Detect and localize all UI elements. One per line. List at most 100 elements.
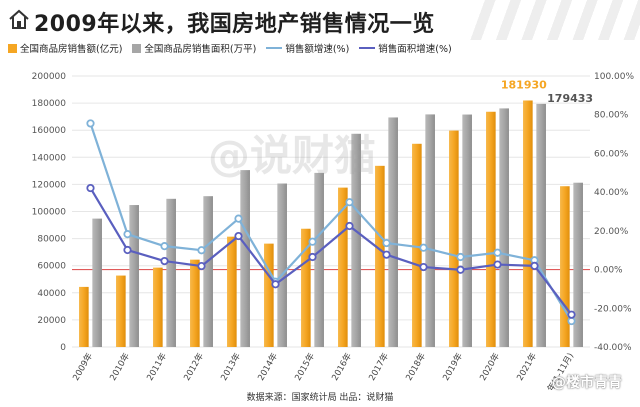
area-growth-point bbox=[382, 250, 391, 259]
category-label: 2012年 bbox=[182, 351, 207, 383]
legend-swatch-area-growth bbox=[359, 47, 376, 49]
area-growth-point bbox=[271, 280, 280, 289]
legend-label-area: 全国商品房销售面积(万平) bbox=[144, 44, 257, 55]
sales-growth-point bbox=[234, 214, 243, 223]
bar-area bbox=[388, 117, 398, 347]
bar-sales bbox=[190, 259, 200, 347]
bar-sales bbox=[153, 267, 163, 347]
sales-growth-point bbox=[493, 248, 502, 257]
bar-area bbox=[92, 218, 102, 347]
legend-label-sales-growth: 销售额增速(%) bbox=[285, 44, 350, 55]
sales-growth-point bbox=[197, 246, 206, 255]
right-tick-label: 20.00% bbox=[594, 227, 629, 237]
area-growth-point bbox=[419, 262, 428, 272]
title-bar: 2009年以来，我国房地产销售情况一览 bbox=[0, 0, 640, 40]
decorative-stripes bbox=[470, 0, 640, 40]
category-label: 2015年 bbox=[293, 351, 318, 383]
sales-growth-point bbox=[567, 316, 576, 326]
sales-growth-point bbox=[345, 198, 354, 207]
right-tick-label: 80.00% bbox=[594, 111, 629, 121]
bar-area bbox=[351, 133, 361, 347]
left-tick-label: 180000 bbox=[32, 99, 67, 109]
area-growth-point bbox=[345, 221, 354, 231]
right-tick-label: 0.00% bbox=[594, 266, 623, 276]
bar-sales bbox=[264, 243, 274, 347]
right-tick-label: -20.00% bbox=[594, 304, 632, 314]
sales-growth-point bbox=[123, 230, 132, 239]
legend-item-area: 全国商品房销售面积(万平) bbox=[132, 41, 256, 55]
bar-area bbox=[240, 170, 250, 347]
area-growth-line bbox=[89, 187, 573, 316]
area-growth-point bbox=[86, 183, 95, 193]
area-growth-point bbox=[456, 265, 465, 274]
right-tick-label: -40.00% bbox=[594, 343, 632, 353]
bar-sales bbox=[412, 143, 422, 347]
credit-watermark: @楼市青青 bbox=[552, 375, 622, 391]
sales-growth-line bbox=[89, 123, 573, 322]
bar-area bbox=[314, 172, 324, 347]
bar-sales bbox=[227, 236, 237, 347]
sales-growth-point bbox=[419, 243, 428, 252]
category-label: 2017年 bbox=[367, 351, 392, 383]
sales-growth-point bbox=[382, 238, 391, 248]
left-tick-label: 60000 bbox=[37, 262, 66, 272]
bar-sales bbox=[79, 286, 89, 347]
left-tick-label: 40000 bbox=[37, 289, 66, 299]
bar-area bbox=[166, 198, 176, 347]
data-label: 179433 bbox=[547, 92, 593, 105]
bar-sales bbox=[375, 165, 385, 347]
category-label: 2018年 bbox=[404, 351, 429, 383]
bar-area bbox=[573, 182, 583, 347]
left-tick-label: 100000 bbox=[32, 208, 67, 218]
bar-area bbox=[129, 205, 139, 347]
page-title: 2009年以来，我国房地产销售情况一览 bbox=[34, 12, 435, 37]
left-tick-label: 120000 bbox=[32, 180, 67, 190]
bar-area bbox=[462, 114, 472, 347]
legend-swatch-sales-growth bbox=[266, 47, 283, 49]
right-tick-label: 40.00% bbox=[594, 188, 629, 198]
bar-sales bbox=[486, 111, 496, 347]
left-tick-label: 20000 bbox=[37, 316, 66, 326]
area-growth-point bbox=[197, 261, 206, 271]
left-tick-label: 80000 bbox=[37, 235, 66, 245]
bar-area bbox=[499, 108, 509, 347]
bar-sales bbox=[560, 186, 570, 347]
data-label: 181930 bbox=[501, 78, 547, 91]
sales-growth-point bbox=[456, 252, 465, 262]
sales-growth-point bbox=[160, 242, 169, 251]
right-tick-label: 60.00% bbox=[594, 149, 629, 159]
bar-sales bbox=[449, 130, 459, 347]
area-growth-point bbox=[123, 245, 132, 255]
category-label: 2020年 bbox=[478, 351, 503, 383]
category-label: 2009年 bbox=[71, 351, 96, 383]
bar-area bbox=[536, 103, 546, 347]
legend-item-area-growth: 销售面积增速(%) bbox=[359, 41, 452, 55]
left-tick-label: 160000 bbox=[32, 126, 67, 136]
left-tick-label: 200000 bbox=[32, 72, 67, 82]
legend-item-sales: 全国商品房销售额(亿元) bbox=[8, 41, 122, 55]
sales-growth-point bbox=[86, 119, 95, 128]
category-label: 2016年 bbox=[330, 351, 355, 383]
bar-area bbox=[203, 196, 213, 347]
legend-label-sales: 全国商品房销售额(亿元) bbox=[20, 44, 123, 55]
legend-item-sales-growth: 销售额增速(%) bbox=[266, 41, 349, 55]
data-source: 数据来源：国家统计局 出品：说财猫 bbox=[246, 393, 394, 403]
category-label: 2011年 bbox=[145, 351, 170, 383]
bar-sales bbox=[301, 228, 311, 347]
area-growth-point bbox=[308, 252, 317, 262]
legend-label-area-growth: 销售面积增速(%) bbox=[378, 44, 452, 55]
bar-area bbox=[277, 183, 287, 347]
bar-sales bbox=[116, 275, 126, 347]
legend-swatch-area bbox=[132, 43, 142, 53]
bar-area bbox=[425, 114, 435, 347]
category-label: 2014年 bbox=[256, 351, 281, 383]
area-growth-point bbox=[493, 260, 502, 269]
category-label: 2010年 bbox=[108, 351, 133, 383]
right-tick-label: 100.00% bbox=[594, 72, 634, 82]
category-label: 2013年 bbox=[219, 351, 244, 383]
area-growth-point bbox=[567, 310, 576, 319]
area-growth-point bbox=[160, 256, 169, 266]
house-icon bbox=[9, 9, 29, 29]
legend-swatch-sales bbox=[8, 43, 17, 53]
area-growth-point bbox=[234, 231, 243, 241]
